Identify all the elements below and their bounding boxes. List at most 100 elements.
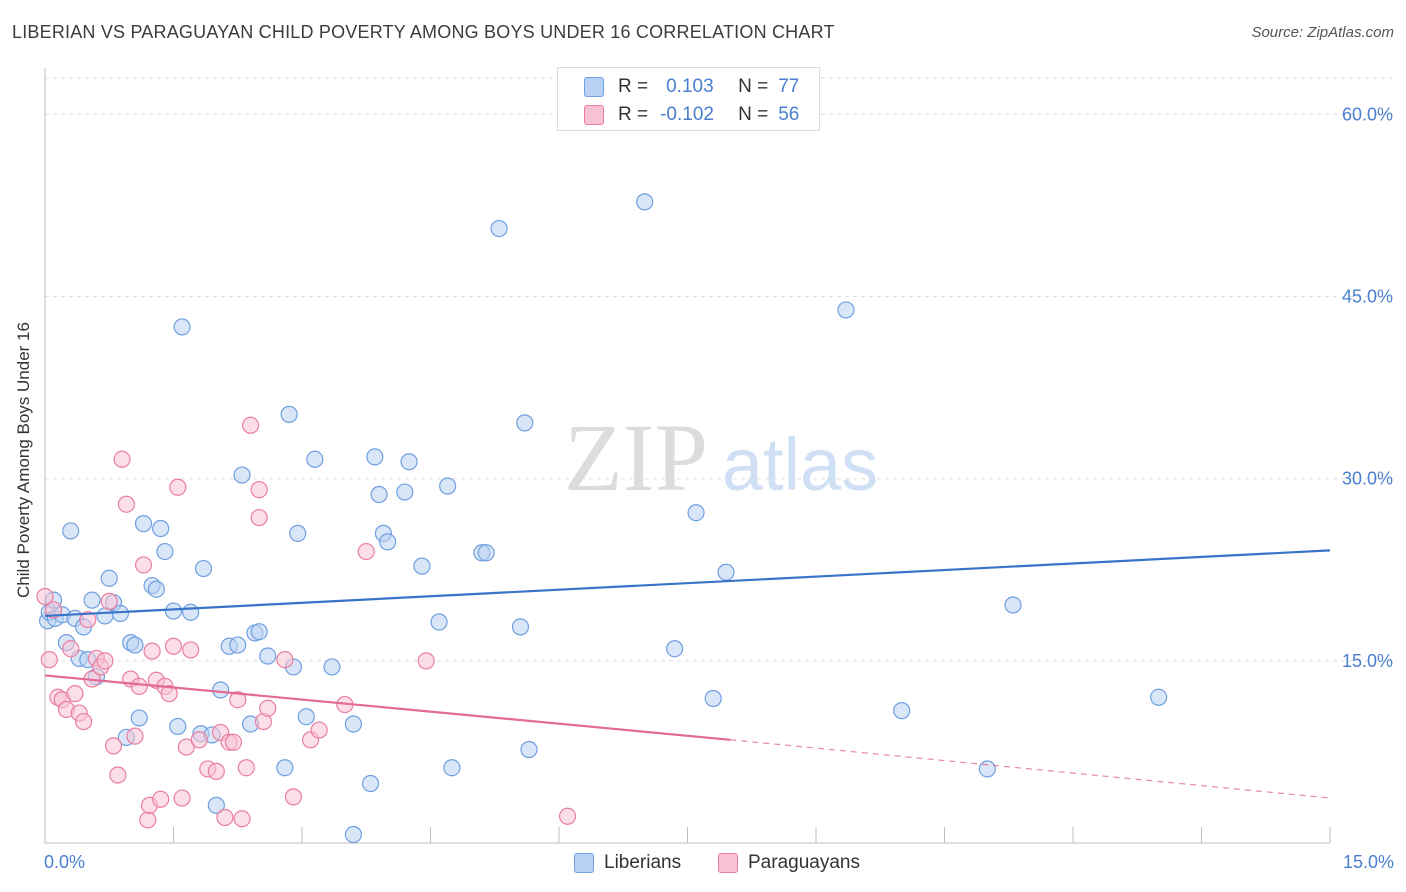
liberian-point <box>173 318 191 336</box>
liberians-swatch <box>584 77 604 97</box>
liberian-point <box>978 760 996 778</box>
liberian-point <box>280 405 298 423</box>
legend-row-paraguayans: R = -0.102 N = 56 <box>584 101 799 129</box>
liberian-point <box>413 557 431 575</box>
liberian-point <box>306 450 324 468</box>
liberian-point <box>516 414 534 432</box>
paraguayan-point <box>173 789 191 807</box>
tick-label-layer: 15.0% 30.0% 45.0% 60.0% <box>1342 104 1393 670</box>
liberian-point <box>344 715 362 733</box>
paraguayan-point <box>117 495 135 513</box>
paraguayan-point <box>40 651 58 669</box>
paraguayan-point <box>126 727 144 745</box>
r-label: R = <box>618 104 649 125</box>
paraguayan-point <box>190 731 208 749</box>
y-tick-label: 60.0% <box>1342 104 1393 124</box>
source-label: Source: ZipAtlas.com <box>1251 24 1394 41</box>
watermark: ZIP atlas <box>564 404 878 511</box>
liberians-legend-swatch <box>574 853 594 873</box>
paraguayan-point <box>357 542 375 561</box>
liberian-point <box>666 640 684 658</box>
liberian-point <box>126 636 144 654</box>
paraguayan-point <box>113 450 131 468</box>
liberian-point <box>164 602 183 620</box>
liberian-point <box>511 618 530 636</box>
liberian-point <box>83 591 101 609</box>
paraguayan-point <box>139 811 157 829</box>
liberian-point <box>233 466 251 484</box>
points-layer <box>36 193 1168 844</box>
liberian-point <box>636 193 654 211</box>
paraguayan-point <box>207 762 225 780</box>
liberian-point <box>370 485 388 504</box>
paraguayan-point <box>259 699 277 717</box>
paraguayans-swatch <box>584 105 604 125</box>
liberians-legend-label: Liberians <box>604 852 682 873</box>
liberian-point <box>1004 596 1022 614</box>
paraguayan-point <box>284 788 303 806</box>
paraguayan-point <box>66 685 84 703</box>
liberian-point <box>366 448 384 466</box>
paraguayan-point <box>130 677 148 695</box>
liberian-point <box>169 717 187 736</box>
n-label: N = <box>738 104 769 125</box>
paraguayan-point <box>310 721 328 739</box>
liberian-point <box>229 636 247 654</box>
paraguayans-trend-line <box>44 674 731 741</box>
liberian-point <box>289 524 307 542</box>
liberian-point <box>194 559 213 578</box>
paraguayan-point <box>100 592 118 610</box>
paraguayan-point <box>152 790 170 808</box>
paraguayan-point <box>229 691 247 709</box>
x-tick-label-max: 15.0% <box>1342 852 1394 872</box>
liberian-point <box>439 477 457 495</box>
paraguayan-point <box>237 759 255 777</box>
paraguayan-point <box>134 556 153 574</box>
liberian-point <box>379 533 397 551</box>
legend-row-liberians: R = 0.103 N = 77 <box>584 73 799 101</box>
r-label: R = <box>618 76 649 97</box>
paraguayan-point <box>169 478 187 496</box>
n-label: N = <box>738 76 769 97</box>
liberian-point <box>276 759 294 777</box>
bottom-legend-paraguayans: Paraguayans <box>718 850 860 876</box>
liberian-point <box>250 623 268 641</box>
n-value-paraguayans: 56 <box>778 104 800 125</box>
y-tick-label: 15.0% <box>1342 651 1393 671</box>
y-axis-label-wrap: Child Poverty Among Boys Under 16 <box>14 184 34 598</box>
liberian-point <box>687 504 705 522</box>
liberian-point <box>717 563 735 581</box>
liberian-point <box>212 681 230 699</box>
paraguayan-point <box>224 733 243 751</box>
liberian-point <box>134 515 153 533</box>
y-axis-label: Child Poverty Among Boys Under 16 <box>14 322 33 598</box>
liberian-point <box>1150 688 1168 706</box>
paraguayan-point <box>250 508 268 527</box>
paraguayan-point <box>109 766 127 784</box>
paraguayans-legend-label: Paraguayans <box>748 852 860 873</box>
liberian-point <box>156 542 174 561</box>
liberian-point <box>361 774 380 793</box>
paraguayans-legend-swatch <box>718 853 738 873</box>
liberian-point <box>152 519 170 538</box>
paraguayan-point <box>74 712 93 731</box>
paraguayan-point <box>143 642 161 660</box>
y-tick-label: 45.0% <box>1342 287 1393 307</box>
y-tick-label: 30.0% <box>1342 469 1393 489</box>
paraguayan-point <box>417 652 435 670</box>
trend-layer <box>44 549 1331 799</box>
liberian-point <box>704 689 722 708</box>
liberian-point <box>323 658 341 676</box>
liberian-point <box>837 301 855 319</box>
liberian-point <box>893 702 911 720</box>
paraguayan-point <box>250 481 268 499</box>
liberian-point <box>259 647 277 665</box>
chart-title: LIBERIAN VS PARAGUAYAN CHILD POVERTY AMO… <box>12 22 835 42</box>
liberian-point <box>344 825 362 844</box>
paraguayan-point <box>160 685 178 703</box>
correlation-legend: R = 0.103 N = 77 R = -0.102 N = 56 <box>557 67 820 131</box>
watermark-zip: ZIP <box>564 404 708 511</box>
r-value-paraguayans: -0.102 <box>660 104 714 125</box>
liberian-point <box>130 709 148 727</box>
